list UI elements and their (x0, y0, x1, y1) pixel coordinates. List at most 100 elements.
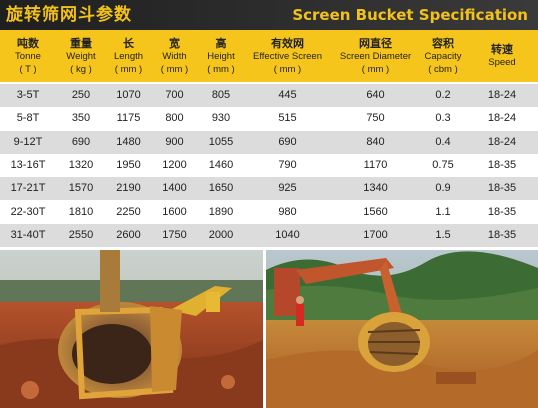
table-row: 9-12T 690 1480 900 1055 690 840 0.4 18-24 (0, 130, 538, 154)
table-cell: 0.4 (435, 135, 451, 148)
table-cell: 840 (366, 135, 385, 148)
table-cell: 1200 (162, 158, 187, 171)
table-cell: 1700 (363, 228, 388, 241)
table-cell: 1340 (363, 182, 388, 195)
table-row: 3-5T 250 1070 700 805 445 640 0.2 18-24 (0, 84, 538, 108)
spec-table-body: 3-5T 250 1070 700 805 445 640 0.2 18-24 5-8T 350 11… (0, 84, 538, 248)
header-en-label: Screen Diameter (339, 50, 412, 62)
header-cn-label: 网直径 (359, 36, 392, 50)
header-unit-label: ( mm ) (114, 63, 143, 75)
table-cell: 1600 (162, 205, 187, 218)
header-en-label: Tonne (15, 50, 41, 62)
header-unit-label: ( cbm ) (428, 63, 458, 75)
header-col-7: 容积 Capacity( cbm ) (420, 30, 466, 82)
table-cell: 800 (165, 112, 184, 125)
table-cell: 1950 (116, 158, 141, 171)
table-cell: 0.3 (435, 112, 451, 125)
table-row: 22-30T 1810 2250 1600 1890 980 1560 1.1 18-35 (0, 201, 538, 224)
table-row: 17-21T 1570 2190 1400 1650 925 1340 0.9 18-35 (0, 177, 538, 201)
table-row: 5-8T 350 1175 800 930 515 750 0.3 18-24 (0, 107, 538, 130)
table-cell: 980 (278, 205, 297, 218)
table-row: 13-16T 1320 1950 1200 1460 790 1170 0.75 18-35 (0, 154, 538, 177)
header-cn-label: 吨数 (17, 36, 39, 50)
table-cell: 445 (278, 89, 297, 101)
table-cell: 18-24 (487, 89, 517, 101)
table-cell: 250 (71, 89, 91, 101)
header-unit-label: ( T ) (19, 63, 37, 75)
table-cell: 31-40T (10, 228, 46, 241)
table-cell: 925 (278, 182, 297, 195)
header-en-label: Speed (488, 57, 516, 68)
table-cell: 18-35 (487, 158, 517, 171)
table-cell: 1.5 (435, 228, 451, 241)
table-cell: 805 (211, 89, 231, 101)
table-cell: 1400 (162, 182, 187, 195)
table-cell: 2190 (116, 182, 141, 195)
header-unit-label: ( mm ) (273, 63, 302, 75)
header-en-label: Height (207, 50, 235, 62)
table-cell: 9-12T (13, 135, 43, 148)
header-col-5: 有效网 Effective Screen( mm ) (244, 30, 331, 82)
photo-excavator-site (266, 250, 538, 408)
header-col-1: 重量 Weight( kg ) (56, 30, 106, 82)
table-cell: 690 (278, 135, 297, 148)
table-header: 吨数 Tonne( T ) 重量 Weight( kg ) 长 Length( mm ) 宽… (0, 30, 538, 82)
table-cell: 0.2 (435, 89, 451, 101)
title-english: Screen Bucket Specification (292, 6, 528, 24)
table-cell: 18-24 (487, 135, 517, 148)
header-cn-label: 转速 (491, 43, 513, 56)
header-cn-label: 高 (215, 36, 227, 50)
header-cn-label: 宽 (169, 36, 180, 50)
table-cell: 18-35 (487, 205, 517, 218)
header-col-4: 高 Height( mm ) (198, 30, 244, 82)
table-cell: 690 (71, 135, 91, 148)
table-cell: 1320 (68, 158, 94, 171)
header-unit-label: ( mm ) (160, 63, 189, 75)
table-cell: 13-16T (10, 158, 46, 171)
table-cell: 2550 (68, 228, 94, 241)
table-cell: 1.1 (435, 205, 451, 218)
table-cell: 700 (165, 89, 184, 101)
table-cell: 0.75 (432, 158, 454, 171)
header-col-3: 宽 Width( mm ) (151, 30, 198, 82)
table-cell: 3-5T (16, 89, 40, 101)
table-cell: 1175 (116, 112, 141, 125)
header-en-label: Length (113, 50, 144, 62)
header-en-label: Width (162, 50, 187, 62)
table-cell: 350 (71, 112, 91, 125)
table-cell: 5-8T (16, 112, 40, 125)
table-cell: 22-30T (10, 205, 46, 218)
header-col-2: 长 Length( mm ) (106, 30, 151, 82)
table-cell: 18-35 (487, 182, 517, 195)
table-cell: 515 (278, 112, 297, 125)
header-cn-label: 容积 (432, 36, 454, 50)
header-col-0: 吨数 Tonne( T ) (0, 30, 56, 82)
table-cell: 1560 (363, 205, 388, 218)
table-cell: 1890 (208, 205, 234, 218)
header-col-8: 转速 Speed (466, 30, 538, 82)
table-cell: 1650 (208, 182, 234, 195)
photo-bucket-closeup (0, 250, 263, 408)
header-cn-label: 重量 (70, 36, 92, 50)
table-cell: 17-21T (10, 182, 46, 195)
header-en-label: Capacity (424, 50, 462, 62)
table-cell: 1750 (162, 228, 187, 241)
table-cell: 1480 (116, 135, 141, 148)
table-cell: 900 (165, 135, 184, 148)
table-cell: 1070 (116, 89, 141, 101)
header-unit-label: ( kg ) (70, 63, 92, 75)
header-en-label: Weight (66, 50, 96, 62)
table-cell: 640 (366, 89, 385, 101)
header-col-6: 网直径 Screen Diameter( mm ) (331, 30, 420, 82)
header-unit-label: ( mm ) (361, 63, 390, 75)
header-unit-label: ( mm ) (207, 63, 235, 75)
table-cell: 1055 (208, 135, 234, 148)
photo-strip (0, 250, 538, 408)
table-cell: 790 (278, 158, 297, 171)
table-cell: 18-35 (487, 228, 517, 241)
header-cn-label: 长 (123, 36, 134, 50)
table-cell: 1460 (208, 158, 234, 171)
table-cell: 1170 (363, 158, 388, 171)
header-en-label: Effective Screen (252, 50, 322, 62)
table-cell: 1570 (68, 182, 94, 195)
